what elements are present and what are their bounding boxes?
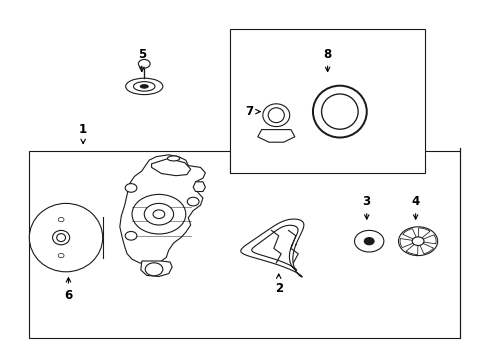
Circle shape [58,217,64,222]
Text: 3: 3 [362,195,370,219]
Circle shape [187,197,199,206]
Circle shape [145,263,163,276]
Ellipse shape [140,85,148,88]
Circle shape [153,210,164,219]
Text: 1: 1 [79,123,87,144]
Text: 6: 6 [64,278,72,302]
Ellipse shape [29,203,102,272]
Polygon shape [141,261,172,276]
Polygon shape [419,243,432,254]
Ellipse shape [57,234,65,242]
Circle shape [58,253,64,258]
Circle shape [144,203,173,225]
Polygon shape [417,228,429,239]
Ellipse shape [133,82,155,91]
Ellipse shape [53,230,69,245]
Circle shape [364,238,373,245]
Polygon shape [406,244,417,255]
Bar [229,29,425,173]
Text: 5: 5 [138,48,145,72]
Text: 4: 4 [411,195,419,219]
Polygon shape [422,235,435,244]
Text: 8: 8 [323,48,331,72]
Polygon shape [399,239,413,248]
Text: 2: 2 [274,274,282,294]
Circle shape [411,237,423,246]
Polygon shape [151,158,190,176]
Ellipse shape [167,156,180,161]
Circle shape [125,184,137,192]
Ellipse shape [125,78,163,95]
Polygon shape [193,182,205,192]
Circle shape [138,59,150,68]
Circle shape [125,231,137,240]
Polygon shape [257,130,294,142]
Text: 7: 7 [245,105,260,118]
Circle shape [132,194,185,234]
Circle shape [354,230,383,252]
Ellipse shape [321,94,357,129]
Ellipse shape [263,104,289,127]
Ellipse shape [268,108,284,123]
Circle shape [398,227,437,256]
Polygon shape [402,229,416,239]
Polygon shape [120,155,205,265]
Ellipse shape [312,86,366,138]
Bar [29,151,459,338]
